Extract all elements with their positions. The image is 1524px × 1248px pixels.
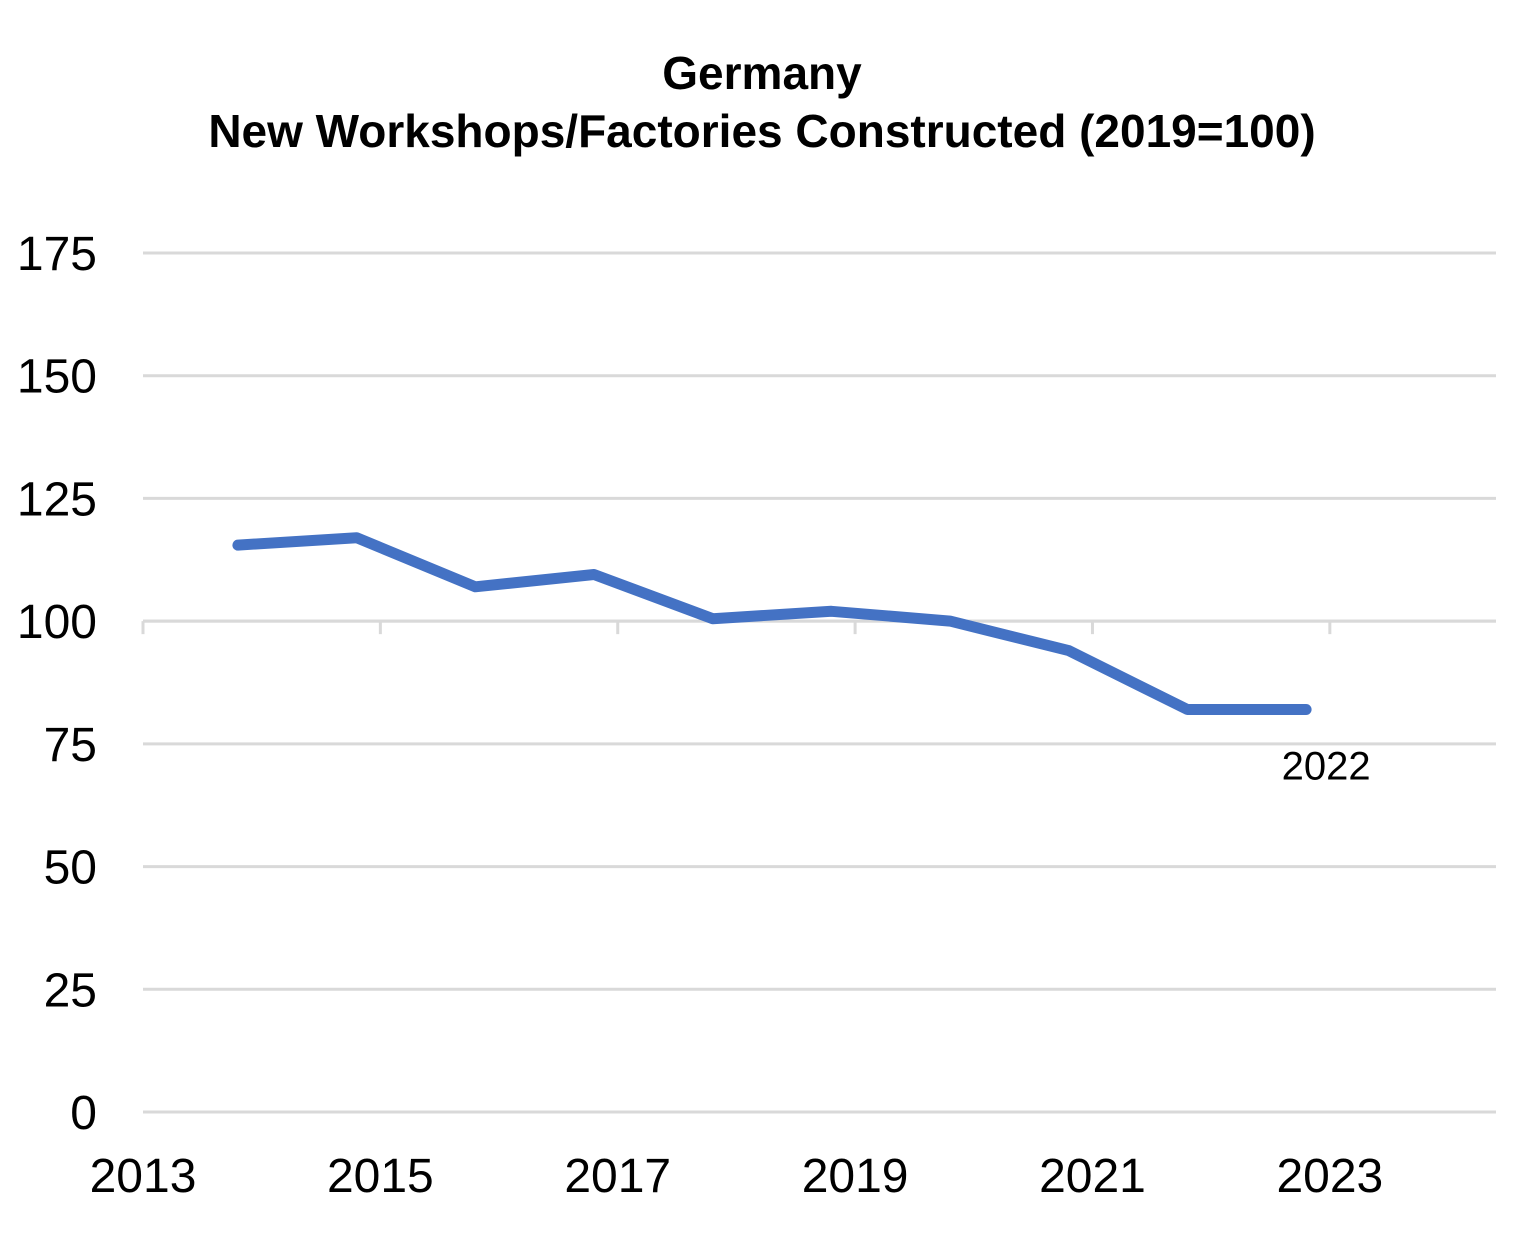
data-point-9	[1305, 708, 1307, 710]
x-tick-label-2013: 2013	[90, 1150, 197, 1203]
data-point-5	[830, 610, 832, 612]
y-tick-label-50: 50	[44, 842, 97, 895]
x-tick-label-2015: 2015	[327, 1150, 434, 1203]
y-tick-label-25: 25	[44, 964, 97, 1017]
data-point-0	[237, 544, 239, 546]
data-point-3	[593, 574, 595, 576]
y-tick-label-75: 75	[44, 719, 97, 772]
annotation-label-0: 2022	[1282, 744, 1371, 788]
y-tick-labels: 0 25 50 75 100 125 150 175	[17, 228, 97, 1140]
data-point-2	[474, 586, 476, 588]
data-point-8	[1186, 708, 1188, 710]
x-axis	[141, 619, 1496, 635]
x-tick-label-2019: 2019	[802, 1150, 909, 1203]
data-point-6	[949, 620, 951, 622]
chart-title: Germany	[662, 47, 862, 99]
x-tick-labels: 2013 2015 2017 2019 2021 2023	[90, 1150, 1384, 1203]
y-tick-label-175: 175	[17, 228, 97, 281]
chart-subtitle: New Workshops/Factories Constructed (201…	[208, 105, 1316, 157]
y-tick-label-125: 125	[17, 473, 97, 526]
y-tick-label-0: 0	[70, 1087, 97, 1140]
gridlines	[143, 251, 1496, 1114]
y-tick-label-100: 100	[17, 596, 97, 649]
series-line	[232, 532, 1312, 715]
series-group	[232, 532, 1312, 715]
x-tick-label-2017: 2017	[564, 1150, 671, 1203]
x-tick-label-2023: 2023	[1276, 1150, 1383, 1203]
data-point-7	[1068, 650, 1070, 652]
annotations: 2022	[1282, 744, 1371, 788]
chart-title-block: Germany New Workshops/Factories Construc…	[0, 44, 1524, 160]
y-tick-label-150: 150	[17, 351, 97, 404]
data-point-1	[356, 537, 358, 539]
x-tick-label-2021: 2021	[1039, 1150, 1146, 1203]
data-point-4	[712, 618, 714, 620]
